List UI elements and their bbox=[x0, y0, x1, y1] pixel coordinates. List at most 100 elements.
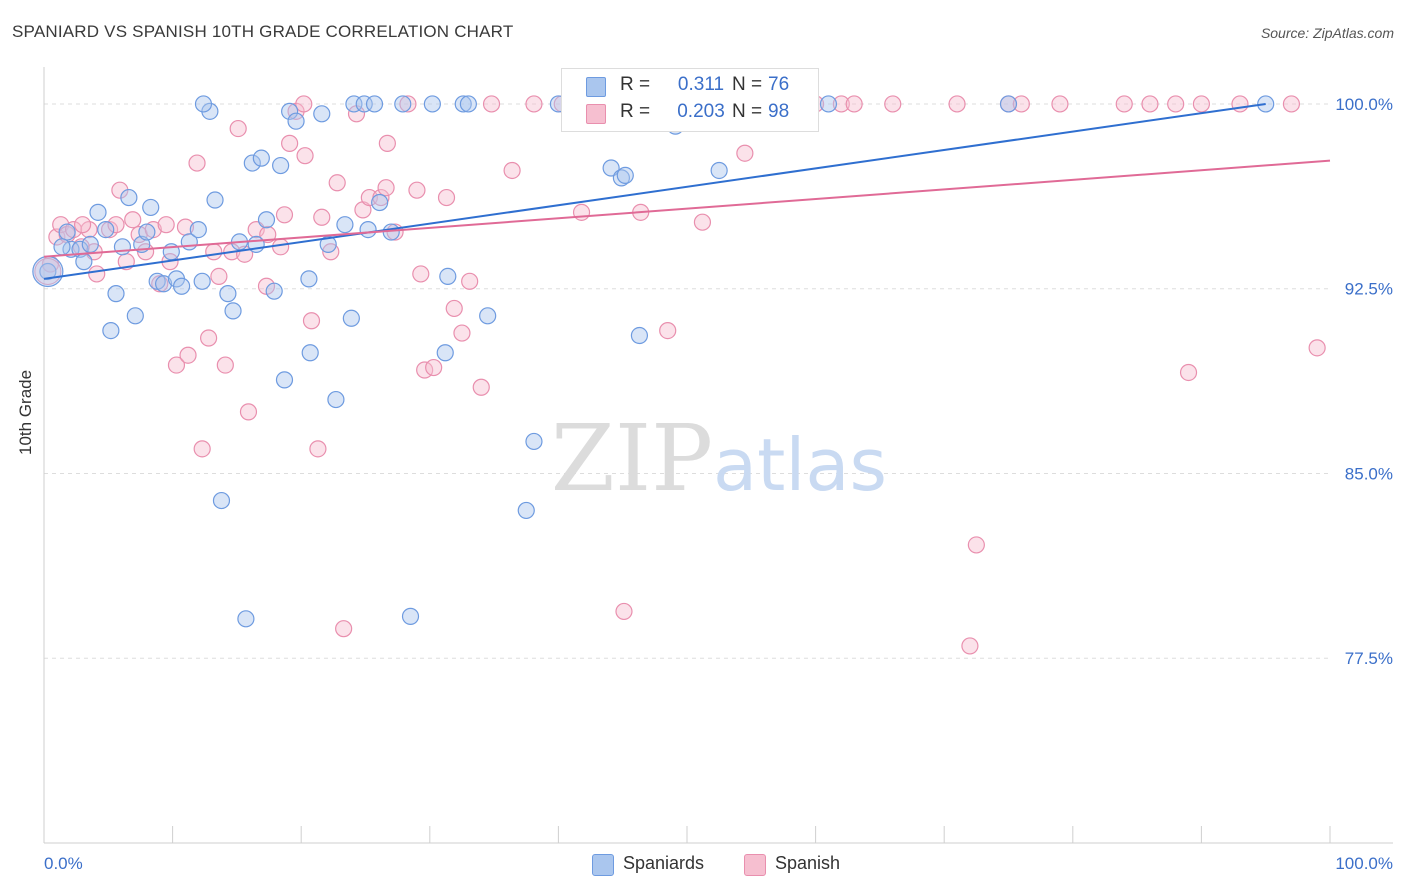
spanish-point bbox=[399, 95, 417, 113]
spaniards-point bbox=[517, 501, 535, 520]
spanish-point bbox=[1231, 95, 1249, 113]
legend-n-label: N = bbox=[732, 101, 763, 122]
spanish-point bbox=[157, 216, 175, 234]
spanish-point bbox=[425, 358, 443, 377]
legend-swatch-pink bbox=[586, 104, 606, 124]
spanish-point bbox=[693, 213, 712, 231]
spanish-point bbox=[1115, 95, 1133, 113]
spanish-point bbox=[377, 179, 395, 197]
spanish-point bbox=[736, 144, 754, 162]
spanish-point bbox=[167, 356, 186, 374]
x-tick-labels: 0.0% 100.0% bbox=[44, 854, 1393, 873]
bottom-legend-label: Spaniards bbox=[623, 853, 705, 873]
watermark: ZIP atlas bbox=[551, 405, 887, 512]
spanish-points bbox=[34, 95, 1326, 655]
trend-lines bbox=[43, 102, 1331, 280]
spaniards-point bbox=[102, 321, 120, 340]
spaniards-point bbox=[454, 95, 472, 113]
spaniards-point bbox=[120, 188, 138, 207]
spaniards-point bbox=[219, 285, 237, 303]
spaniards-point bbox=[265, 282, 283, 300]
spanish-point bbox=[272, 238, 290, 256]
bottom-legend-swatch-pink bbox=[744, 854, 766, 876]
spanish-point bbox=[259, 225, 277, 244]
spanish-point bbox=[445, 299, 463, 318]
x-tick-label: 0.0% bbox=[44, 854, 83, 873]
spanish-point bbox=[188, 154, 206, 172]
bottom-legend-label: Spanish bbox=[775, 853, 841, 873]
spaniards-point bbox=[154, 275, 173, 293]
spaniards-point bbox=[525, 432, 543, 451]
spaniards-point bbox=[819, 95, 838, 113]
spanish-trend-line bbox=[43, 159, 1331, 258]
spaniards-point bbox=[999, 95, 1018, 113]
spaniards-points bbox=[32, 95, 1275, 628]
spaniards-point bbox=[272, 156, 290, 175]
spaniards-point bbox=[342, 309, 360, 327]
spanish-point bbox=[461, 272, 479, 290]
legend-n-value: 76 bbox=[768, 74, 790, 95]
spanish-point bbox=[179, 346, 197, 364]
spaniards-point bbox=[300, 270, 318, 288]
spaniards-point bbox=[710, 161, 728, 180]
spanish-point bbox=[1051, 95, 1069, 113]
spanish-point bbox=[296, 147, 314, 165]
legend-swatch-blue bbox=[586, 77, 606, 97]
spaniards-point bbox=[89, 203, 107, 221]
spaniards-point bbox=[206, 191, 224, 209]
spanish-point bbox=[615, 602, 633, 621]
spaniards-point bbox=[275, 371, 294, 389]
spaniards-point bbox=[439, 267, 457, 285]
spanish-point bbox=[1012, 95, 1030, 113]
spanish-point bbox=[124, 211, 142, 229]
spanish-point bbox=[525, 95, 543, 113]
legend-r-value: 0.311 bbox=[677, 74, 725, 95]
spanish-point bbox=[1179, 363, 1198, 382]
spanish-point bbox=[1192, 95, 1211, 113]
spaniards-point bbox=[81, 235, 99, 253]
spanish-point bbox=[884, 95, 902, 113]
spaniards-point bbox=[313, 105, 331, 123]
spaniards-point bbox=[371, 193, 389, 212]
axes bbox=[43, 67, 1393, 844]
spaniards-point bbox=[616, 166, 634, 184]
spanish-point bbox=[200, 329, 218, 347]
legend-r-label: R = bbox=[620, 101, 651, 122]
spaniards-point bbox=[189, 220, 207, 239]
spaniards-point bbox=[423, 95, 441, 113]
spaniards-point bbox=[630, 326, 649, 345]
spanish-point bbox=[1282, 95, 1301, 113]
spaniards-point bbox=[252, 149, 270, 167]
bottom-legend-swatch-blue bbox=[592, 854, 614, 876]
source-credit: Source: ZipAtlas.com bbox=[1260, 25, 1394, 41]
spaniards-point bbox=[394, 95, 412, 113]
spanish-point bbox=[503, 161, 521, 180]
spaniards-point bbox=[257, 211, 276, 229]
spanish-point bbox=[193, 440, 211, 458]
y-tick-labels: 77.5% 85.0% 92.5% 100.0% bbox=[1335, 95, 1393, 668]
spaniards-point bbox=[237, 610, 255, 628]
spanish-point bbox=[205, 243, 223, 261]
spanish-point bbox=[378, 134, 396, 152]
spaniards-point bbox=[194, 95, 213, 113]
legend-n-label: N = bbox=[732, 74, 763, 95]
y-tick-label: 92.5% bbox=[1345, 280, 1393, 299]
spanish-point bbox=[73, 216, 92, 234]
spanish-point bbox=[1141, 95, 1159, 113]
spanish-point bbox=[1167, 95, 1185, 113]
y-tick-label: 85.0% bbox=[1345, 464, 1393, 483]
spanish-point bbox=[832, 95, 850, 113]
spanish-point bbox=[309, 440, 327, 458]
spanish-point bbox=[151, 275, 169, 293]
spaniards-point bbox=[301, 344, 319, 362]
y-axis-label: 10th Grade bbox=[16, 369, 35, 455]
spanish-point bbox=[88, 265, 106, 283]
spanish-point bbox=[961, 637, 979, 655]
spanish-point bbox=[659, 321, 677, 340]
spaniards-point bbox=[327, 390, 345, 409]
y-tick-label: 77.5% bbox=[1345, 649, 1393, 668]
spaniards-point bbox=[107, 285, 125, 303]
spaniards-point bbox=[142, 198, 160, 217]
spaniards-point bbox=[401, 607, 420, 625]
spanish-point bbox=[335, 620, 353, 638]
